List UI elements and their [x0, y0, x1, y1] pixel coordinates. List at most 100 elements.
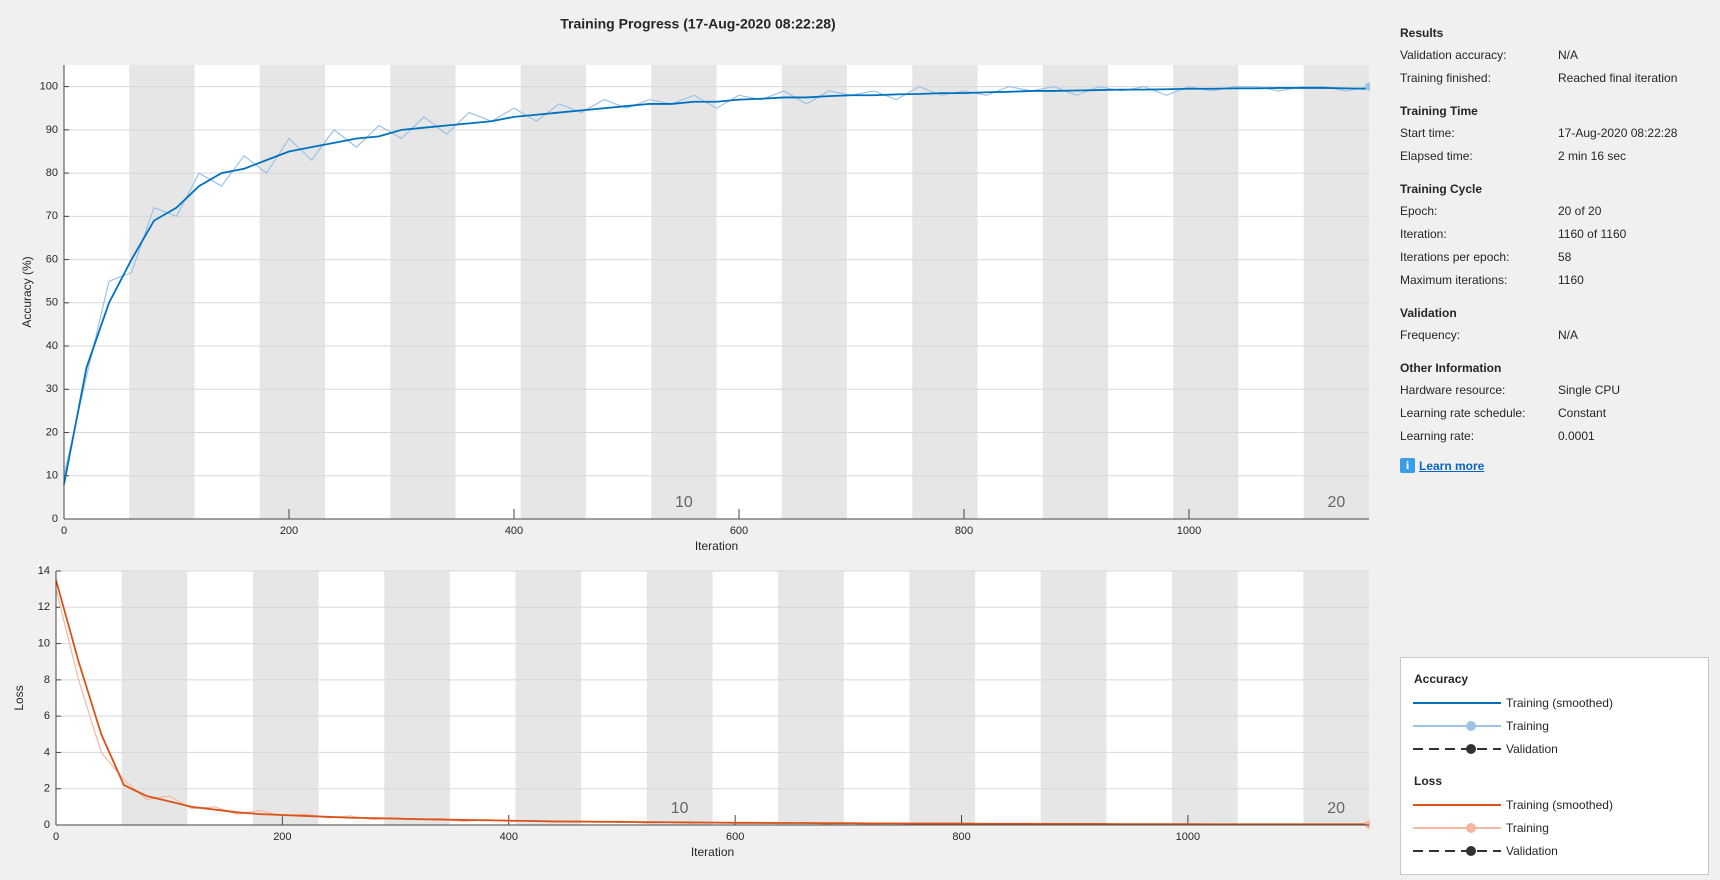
info-value: 20 of 20 [1558, 204, 1602, 218]
y-tick-label: 10 [46, 470, 58, 482]
info-value: Reached final iteration [1558, 71, 1678, 85]
info-label: Hardware resource: [1400, 383, 1506, 397]
y-tick-label: 80 [46, 167, 58, 179]
epoch-band [384, 571, 450, 825]
info-row: Iteration: 1160 of 1160 [1400, 223, 1710, 246]
epoch-band [252, 571, 319, 825]
y-tick-label: 60 [46, 253, 58, 265]
info-value: 0.0001 [1558, 429, 1595, 443]
y-tick-label: 20 [46, 426, 58, 438]
legend-entry: Training (smoothed) [1506, 798, 1613, 812]
series-line [63, 87, 1370, 485]
info-value: 17-Aug-2020 08:22:28 [1558, 126, 1678, 140]
info-label: Learning rate schedule: [1400, 406, 1526, 420]
y-tick-label: 40 [46, 340, 58, 352]
x-tick-label: 400 [505, 525, 523, 537]
x-tick-label: 600 [730, 525, 748, 537]
info-panel: Results Validation accuracy: N/A Training f… [1400, 12, 1710, 473]
y-axis-label: Accuracy (%) [20, 256, 34, 327]
epoch-band [1042, 65, 1108, 519]
section-title: Results [1400, 26, 1444, 40]
x-tick-label: 600 [726, 831, 744, 843]
epoch-band [259, 65, 325, 519]
info-label: Iterations per epoch: [1400, 250, 1510, 264]
x-axis-label: Iteration [695, 539, 738, 553]
legend-entry: Validation [1506, 844, 1558, 858]
info-value: 2 min 16 sec [1558, 149, 1627, 163]
info-label: Maximum iterations: [1400, 273, 1508, 287]
y-tick-label: 70 [46, 210, 58, 222]
x-tick-label: 800 [955, 525, 973, 537]
x-tick-label: 800 [952, 831, 970, 843]
section-title: Other Information [1400, 361, 1502, 375]
y-tick-label: 14 [38, 565, 50, 577]
y-tick-label: 2 [44, 783, 50, 795]
epoch-band [1173, 65, 1239, 519]
legend-entry: Training [1506, 719, 1549, 733]
info-value: N/A [1558, 328, 1579, 342]
epoch-band [1303, 65, 1369, 519]
info-label: Iteration: [1400, 227, 1447, 241]
learn-more: i Learn more [1400, 458, 1710, 473]
legend-entry: Validation [1506, 742, 1558, 756]
epoch-label: 20 [1327, 494, 1345, 511]
info-row: Start time: 17-Aug-2020 08:22:28 [1400, 122, 1710, 145]
epoch-band [520, 65, 586, 519]
epoch-band [781, 65, 847, 519]
info-value: 1160 of 1160 [1558, 227, 1627, 241]
info-value: 58 [1558, 250, 1572, 264]
legend-swatch [1466, 846, 1476, 856]
section-title: Training Time [1400, 104, 1478, 118]
legend-group-title: Loss [1414, 774, 1443, 788]
epoch-band [1040, 571, 1107, 825]
x-tick-label: 1000 [1176, 831, 1200, 843]
y-tick-label: 0 [52, 513, 58, 525]
epoch-band [129, 65, 195, 519]
info-row: Elapsed time: 2 min 16 sec [1400, 145, 1710, 168]
info-label: Frequency: [1400, 328, 1461, 342]
x-tick-label: 200 [273, 831, 291, 843]
x-tick-label: 200 [280, 525, 298, 537]
last-point [1365, 82, 1370, 91]
info-label: Start time: [1400, 126, 1455, 140]
info-label: Epoch: [1400, 204, 1438, 218]
epoch-label: 20 [1327, 800, 1345, 817]
legend-swatches [1413, 702, 1501, 856]
y-tick-label: 50 [46, 297, 58, 309]
info-label: Training finished: [1400, 71, 1491, 85]
epoch-band [912, 65, 978, 519]
legend-swatch [1466, 721, 1476, 731]
legend-entry: Training [1506, 821, 1549, 835]
epoch-band [1303, 571, 1369, 825]
info-icon: i [1400, 458, 1415, 473]
info-row: Training finished: Reached final iteratio… [1400, 67, 1710, 90]
info-row: Hardware resource: Single CPU [1400, 379, 1710, 402]
info-value: N/A [1558, 48, 1579, 62]
info-row: Iterations per epoch: 58 [1400, 246, 1710, 269]
info-row: Learning rate schedule: Constant [1400, 402, 1710, 425]
epoch-band [909, 571, 976, 825]
info-label: Elapsed time: [1400, 149, 1473, 163]
info-label: Learning rate: [1400, 429, 1475, 443]
epoch-band [390, 65, 456, 519]
page-title: Training Progress (17-Aug-2020 08:22:28) [560, 16, 835, 32]
legend-swatch [1466, 744, 1476, 754]
y-tick-label: 0 [44, 819, 50, 831]
y-tick-label: 90 [46, 124, 58, 136]
info-row: Maximum iterations: 1160 [1400, 269, 1710, 292]
epoch-band [1172, 571, 1238, 825]
epoch-band [646, 571, 713, 825]
y-tick-label: 8 [44, 674, 50, 686]
y-tick-label: 6 [44, 710, 50, 722]
section-title: Validation [1400, 306, 1457, 320]
info-row: Learning rate: 0.0001 [1400, 425, 1710, 448]
info-value: 1160 [1558, 273, 1584, 287]
x-tick-label: 1000 [1177, 525, 1201, 537]
y-tick-label: 4 [44, 746, 50, 758]
learn-more-link[interactable]: Learn more [1419, 458, 1485, 473]
y-tick-label: 12 [38, 601, 50, 613]
x-tick-label: 400 [500, 831, 518, 843]
series-line [55, 579, 1369, 826]
epoch-band [515, 571, 582, 825]
